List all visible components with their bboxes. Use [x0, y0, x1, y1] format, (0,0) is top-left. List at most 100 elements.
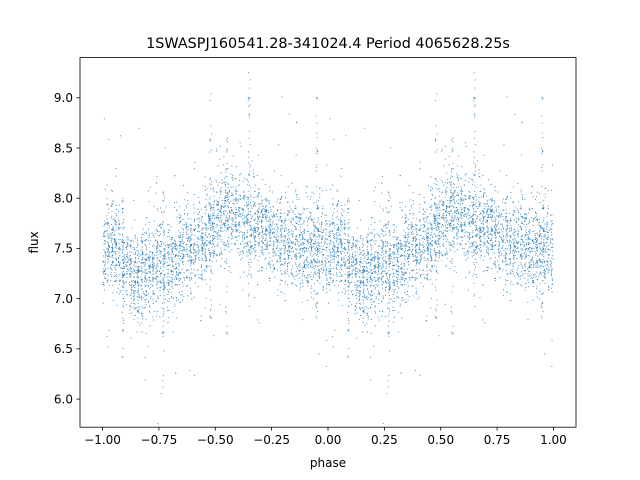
data-point: [471, 178, 473, 180]
data-point: [262, 249, 264, 251]
data-point: [239, 174, 241, 176]
data-point: [461, 192, 463, 194]
data-point: [107, 235, 109, 237]
data-point: [483, 235, 485, 237]
data-point: [409, 209, 411, 211]
data-point: [463, 215, 465, 217]
data-point: [503, 227, 505, 229]
data-point: [119, 249, 121, 251]
data-point: [446, 252, 448, 254]
data-point: [318, 244, 320, 246]
data-point: [204, 243, 206, 245]
data-point: [294, 255, 296, 257]
data-point: [359, 286, 361, 288]
data-point: [394, 236, 396, 238]
data-point: [170, 273, 172, 275]
data-point: [506, 263, 508, 265]
data-point: [224, 244, 226, 246]
data-point: [483, 233, 485, 235]
data-point: [475, 229, 477, 231]
data-point: [127, 238, 129, 240]
data-point: [364, 295, 366, 297]
data-point: [542, 292, 544, 294]
data-point: [441, 150, 443, 152]
data-point: [369, 269, 371, 271]
data-point: [374, 272, 376, 274]
data-point: [151, 254, 153, 256]
data-point: [519, 208, 521, 210]
data-point: [401, 317, 403, 319]
data-point: [280, 228, 282, 230]
data-point: [157, 225, 159, 227]
data-point: [455, 234, 457, 236]
data-point: [242, 289, 244, 291]
data-point: [237, 214, 239, 216]
data-point: [246, 255, 248, 257]
data-point: [449, 202, 451, 204]
data-point: [408, 257, 410, 259]
data-point: [170, 264, 172, 266]
data-point: [386, 393, 388, 395]
data-point: [329, 232, 331, 234]
data-point: [340, 280, 342, 282]
data-point: [482, 319, 484, 321]
data-point: [510, 261, 512, 263]
data-point: [377, 257, 379, 259]
data-point: [330, 222, 332, 224]
data-point: [190, 256, 192, 258]
data-point: [445, 211, 447, 213]
data-point: [224, 261, 226, 263]
data-point: [149, 266, 151, 268]
data-point: [494, 236, 496, 238]
data-point: [149, 243, 151, 245]
data-point: [155, 192, 157, 194]
data-point: [141, 312, 143, 314]
data-point: [110, 235, 112, 237]
data-point: [111, 250, 113, 252]
data-point: [276, 269, 278, 271]
data-point: [279, 202, 281, 204]
data-point: [332, 255, 334, 257]
data-point: [419, 249, 421, 251]
data-point: [505, 284, 507, 286]
data-point: [444, 235, 446, 237]
data-point: [441, 217, 443, 219]
data-point: [340, 225, 342, 227]
data-point: [125, 303, 127, 305]
data-point: [394, 284, 396, 286]
data-point: [375, 296, 377, 298]
data-point: [179, 272, 181, 274]
data-point: [299, 249, 301, 251]
data-point: [507, 292, 509, 294]
data-point: [250, 199, 252, 201]
data-point: [460, 217, 462, 219]
data-point: [332, 184, 334, 186]
data-point: [161, 227, 163, 229]
data-point: [420, 282, 422, 284]
data-point: [193, 239, 195, 241]
data-point: [279, 234, 281, 236]
data-point: [257, 188, 259, 190]
data-point: [338, 234, 340, 236]
data-point: [338, 201, 340, 203]
data-point: [378, 277, 380, 279]
data-point: [537, 264, 539, 266]
data-point: [445, 235, 447, 237]
data-point: [174, 243, 176, 245]
data-point: [393, 251, 395, 253]
data-point: [231, 192, 233, 194]
data-point: [337, 203, 339, 205]
data-point: [234, 177, 236, 179]
data-point: [525, 255, 527, 257]
data-point: [499, 235, 501, 237]
data-point: [208, 198, 210, 200]
data-point: [529, 238, 531, 240]
data-point: [472, 241, 474, 243]
data-point: [217, 184, 219, 186]
data-point: [187, 233, 189, 235]
data-point: [397, 265, 399, 267]
data-point: [366, 241, 368, 243]
data-point: [280, 291, 282, 293]
data-point: [490, 239, 492, 241]
data-point: [320, 246, 322, 248]
